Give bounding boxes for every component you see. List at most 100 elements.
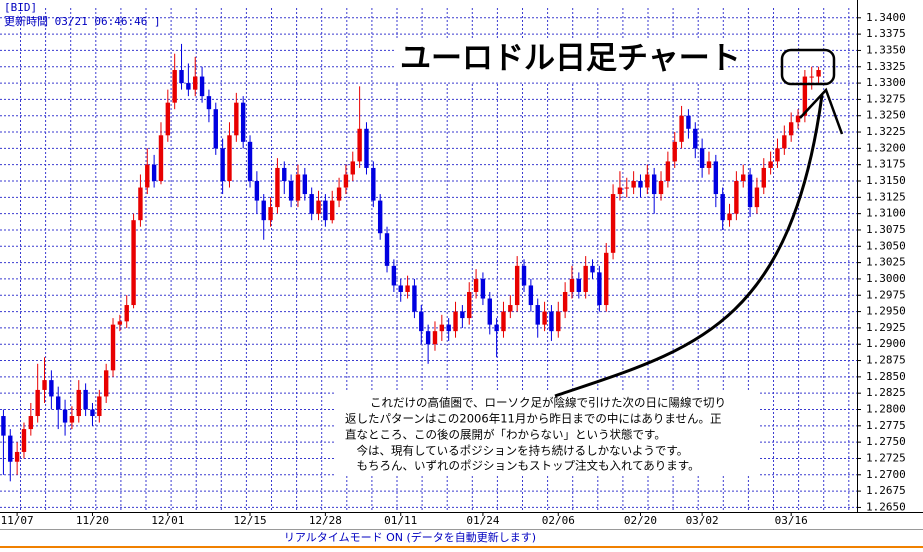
y-tick-label: 1.2850 (866, 370, 906, 383)
y-tick-label: 1.3275 (866, 92, 906, 105)
candle-body (446, 324, 451, 332)
candle-body (131, 220, 136, 306)
candle-body (782, 135, 787, 149)
candle-body (384, 233, 390, 266)
arrow-curve (554, 94, 824, 398)
candle-body (309, 194, 314, 214)
y-tick-label: 1.3300 (866, 76, 906, 89)
annotation-line: 直なところ、この後の展開が「わからない」という状態です。 (345, 428, 666, 442)
candle-body (275, 167, 280, 208)
y-tick-label: 1.3050 (866, 239, 906, 252)
candle-body (391, 265, 397, 286)
candle-body (734, 181, 739, 214)
candle-body (49, 380, 54, 397)
y-tick-label: 1.2725 (866, 451, 906, 464)
x-tick-label: 11/07 (1, 514, 34, 527)
candle-body (343, 174, 349, 188)
candle-body (604, 252, 609, 306)
candle-body (761, 167, 766, 188)
candle-body (350, 161, 355, 175)
candle-body (542, 311, 547, 325)
candle-body (1, 416, 6, 436)
x-tick-label: 12/15 (233, 514, 266, 527)
candle-body (282, 167, 287, 182)
x-tick-label: 03/16 (775, 514, 808, 527)
candle-body (76, 389, 81, 417)
candle-body (124, 305, 129, 322)
y-tick-label: 1.3375 (866, 27, 906, 40)
source-label: [BID] (4, 1, 37, 14)
candle-body (583, 265, 588, 292)
candle-body (665, 161, 671, 182)
candle-body (254, 181, 260, 201)
x-tick-label: 03/02 (686, 514, 719, 527)
candle-body (90, 409, 95, 417)
y-tick-label: 1.2875 (866, 354, 906, 367)
candle-body (699, 148, 705, 168)
candle-body (227, 135, 232, 182)
x-tick-label: 01/11 (384, 514, 417, 527)
candle-body (158, 135, 164, 182)
candle-body (473, 278, 479, 292)
candle-body (62, 409, 68, 423)
y-tick-label: 1.2925 (866, 321, 906, 334)
candle-body (693, 128, 698, 149)
candle-body (398, 285, 403, 292)
candle-body (206, 96, 212, 110)
y-tick-label: 1.2800 (866, 403, 906, 416)
candle-body (247, 141, 253, 182)
candle-body (501, 311, 506, 332)
candle-body (151, 164, 157, 182)
candle-body (720, 194, 725, 221)
candle-body (514, 265, 520, 306)
candle-body (56, 396, 61, 410)
candle-body (795, 115, 801, 123)
y-tick-label: 1.2700 (866, 468, 906, 481)
candle-body (528, 285, 534, 306)
candle-body (213, 109, 218, 149)
x-tick-label: 02/20 (624, 514, 657, 527)
annotation-line: 今は、現有しているポジションを持ち続けるしかないようです。 (345, 444, 688, 458)
candle-body (809, 76, 814, 78)
candle-body (672, 141, 677, 162)
candle-body (768, 161, 773, 168)
chart-title: ユーロドル日足チャート (400, 41, 741, 77)
x-tick-label: 12/28 (309, 514, 342, 527)
candle-body (21, 429, 27, 452)
candle-body (405, 285, 410, 292)
y-tick-label: 1.2675 (866, 484, 906, 497)
candle-body (268, 207, 273, 221)
y-tick-label: 1.2900 (866, 337, 906, 350)
candle-body (357, 128, 362, 162)
y-tick-label: 1.2825 (866, 386, 906, 399)
candle-body (165, 102, 171, 136)
candle-body (658, 181, 664, 195)
y-tick-label: 1.3250 (866, 109, 906, 122)
candle-body (741, 174, 746, 182)
y-tick-label: 1.3200 (866, 141, 906, 154)
candle-body (706, 161, 712, 168)
candle-body (562, 291, 568, 312)
candle-body (35, 389, 40, 417)
candle-body (145, 164, 150, 188)
candle-body (631, 181, 636, 188)
candle-body (323, 200, 328, 221)
y-tick-label: 1.3150 (866, 174, 906, 187)
candle-body (336, 187, 342, 201)
candle-body (179, 70, 184, 84)
candle-body (261, 200, 266, 221)
y-tick-label: 1.2775 (866, 419, 906, 432)
candle-body (432, 331, 438, 345)
candle-body (521, 265, 527, 286)
candle-body (617, 187, 623, 195)
x-tick-label: 11/20 (76, 514, 109, 527)
candle-body (686, 115, 691, 129)
candle-body (412, 285, 417, 312)
annotation-line: これだけの高値圏で、ローソク足が陰線で引けた次の日に陽線で切り (370, 396, 726, 410)
candle-body (117, 321, 123, 325)
y-tick-label: 1.3125 (866, 190, 906, 203)
candle-body (302, 174, 308, 195)
candle-body (110, 324, 116, 371)
annotation-line: 返したパターンはこの2006年11月から昨日までの中にはありません。正 (345, 412, 721, 426)
